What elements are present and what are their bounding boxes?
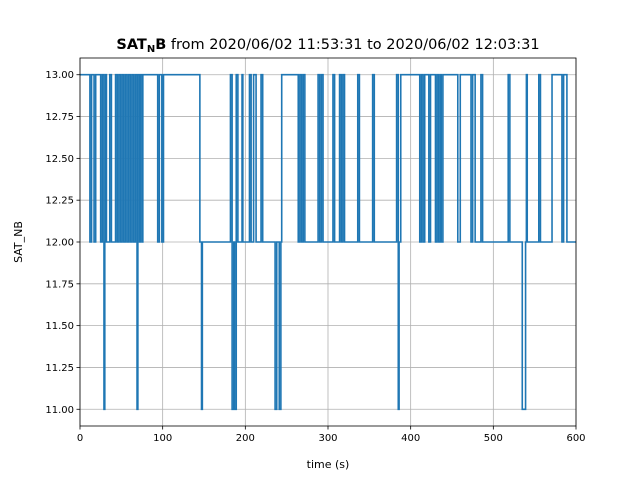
title-subscript: N (147, 44, 155, 55)
y-tick-label: 13.00 (45, 70, 74, 81)
x-tick-label: 0 (77, 433, 83, 444)
x-axis-label: time (s) (307, 458, 350, 471)
chart-title: SATNB from 2020/06/02 11:53:31 to 2020/0… (116, 37, 539, 55)
y-tick-label: 11.75 (45, 279, 74, 290)
y-tick-label: 12.50 (45, 154, 74, 165)
x-tick-label: 600 (566, 433, 585, 444)
series-line (80, 73, 576, 411)
title-rest: from 2020/06/02 11:53:31 to 2020/06/02 1… (166, 37, 539, 53)
y-tick-label: 11.00 (45, 405, 74, 416)
y-tick-label: 11.25 (45, 363, 74, 374)
x-tick-label: 100 (153, 433, 172, 444)
grid (79, 58, 577, 426)
y-tick-label: 12.25 (45, 196, 74, 207)
y-tick-label: 11.50 (45, 321, 74, 332)
x-tick-label: 500 (484, 433, 503, 444)
ticks: 0 100 200 300 400 500 600 11.00 11.25 11.50 11.75 1… (45, 70, 585, 444)
x-tick-label: 300 (318, 433, 337, 444)
y-tick-label: 12.00 (45, 238, 74, 249)
y-axis-label: SAT_NB (12, 221, 25, 263)
title-bold-tail: B (155, 37, 166, 53)
title-bold-main: SAT (116, 37, 147, 53)
series-layer (80, 73, 576, 411)
x-tick-label: 200 (236, 433, 255, 444)
x-tick-label: 400 (401, 433, 420, 444)
y-tick-label: 12.75 (45, 112, 74, 123)
